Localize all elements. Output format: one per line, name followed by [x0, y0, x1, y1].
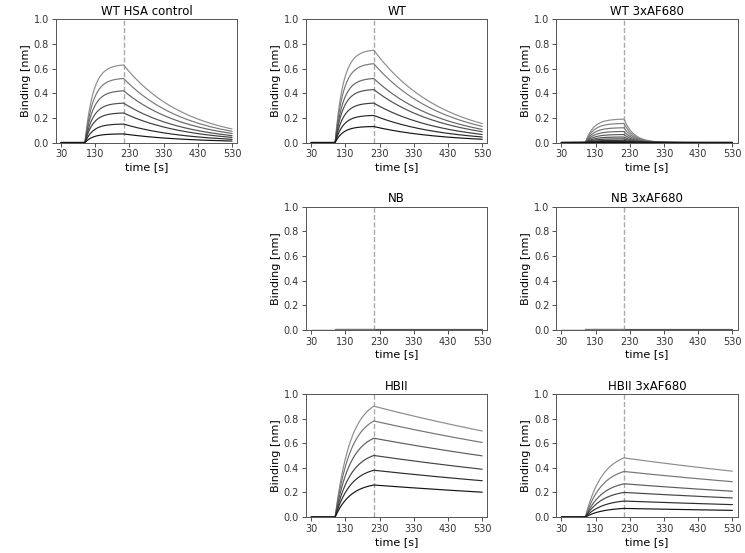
Title: NB 3xAF680: NB 3xAF680 — [611, 192, 683, 206]
X-axis label: time [s]: time [s] — [625, 537, 668, 547]
Title: WT 3xAF680: WT 3xAF680 — [610, 5, 684, 18]
Y-axis label: Binding [nm]: Binding [nm] — [21, 45, 31, 117]
Y-axis label: Binding [nm]: Binding [nm] — [522, 232, 531, 305]
Title: HBII 3xAF680: HBII 3xAF680 — [608, 380, 686, 393]
Y-axis label: Binding [nm]: Binding [nm] — [271, 45, 281, 117]
Title: NB: NB — [388, 192, 405, 206]
X-axis label: time [s]: time [s] — [125, 162, 168, 173]
Title: HBII: HBII — [385, 380, 408, 393]
X-axis label: time [s]: time [s] — [625, 349, 668, 359]
X-axis label: time [s]: time [s] — [625, 162, 668, 173]
Y-axis label: Binding [nm]: Binding [nm] — [522, 45, 531, 117]
X-axis label: time [s]: time [s] — [375, 349, 419, 359]
X-axis label: time [s]: time [s] — [375, 162, 419, 173]
Y-axis label: Binding [nm]: Binding [nm] — [522, 419, 531, 492]
Title: WT: WT — [387, 5, 406, 18]
Y-axis label: Binding [nm]: Binding [nm] — [271, 232, 281, 305]
Y-axis label: Binding [nm]: Binding [nm] — [271, 419, 281, 492]
Title: WT HSA control: WT HSA control — [101, 5, 192, 18]
X-axis label: time [s]: time [s] — [375, 537, 419, 547]
